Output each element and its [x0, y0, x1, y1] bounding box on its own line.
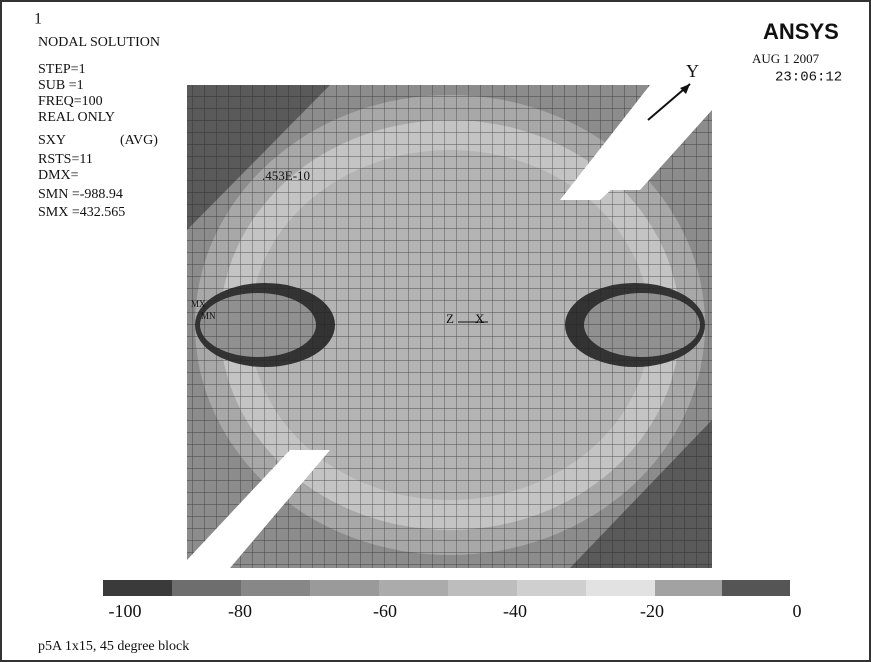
info-line: SMN =-988.94 [38, 187, 123, 202]
dmx-value: .453E-10 [262, 168, 310, 183]
colorbar-label: 0 [793, 601, 802, 621]
info-line: SXY [38, 133, 66, 148]
info-line: REAL ONLY [38, 110, 115, 125]
window-number: 1 [34, 11, 42, 28]
colorbar-segment [172, 580, 241, 596]
colorbar-segment [586, 580, 655, 596]
info-line: DMX= [38, 168, 79, 183]
axis-label: Z [446, 311, 454, 326]
footer: p5A 1x15, 45 degree block [38, 639, 189, 654]
axis-label: Y [686, 61, 699, 81]
page: 1 NODAL SOLUTION ANSYS AUG 1 2007 23:06:… [0, 0, 871, 662]
colorbar-segment [448, 580, 517, 596]
colorbar-label: -40 [503, 601, 527, 621]
colorbar-segment [722, 580, 790, 596]
date: AUG 1 2007 [752, 51, 820, 66]
info-line: SUB =1 [38, 78, 84, 93]
logo: ANSYS [763, 19, 839, 44]
solution-title: NODAL SOLUTION [38, 35, 160, 50]
info-line: SMX =432.565 [38, 205, 125, 220]
colorbar-segment [241, 580, 310, 596]
colorbar-label: -80 [228, 601, 252, 621]
max-marker: MX [191, 299, 206, 309]
info-line: STEP=1 [38, 62, 86, 77]
time: 23:06:12 [775, 70, 842, 86]
screen: 1 NODAL SOLUTION ANSYS AUG 1 2007 23:06:… [0, 0, 871, 662]
colorbar [103, 580, 790, 596]
colorbar-label: -20 [640, 601, 664, 621]
colorbar-segment [379, 580, 448, 596]
colorbar-segment [517, 580, 586, 596]
model [187, 85, 712, 568]
min-marker: MN [201, 311, 216, 321]
colorbar-label: -60 [373, 601, 397, 621]
info-line: RSTS=11 [38, 152, 93, 167]
info-line: (AVG) [120, 133, 158, 148]
colorbar-label: -100 [109, 601, 142, 621]
colorbar-segment [655, 580, 722, 596]
info-line: FREQ=100 [38, 94, 103, 109]
colorbar-segment [310, 580, 379, 596]
colorbar-segment [103, 580, 172, 596]
axis-label: X [475, 311, 485, 326]
